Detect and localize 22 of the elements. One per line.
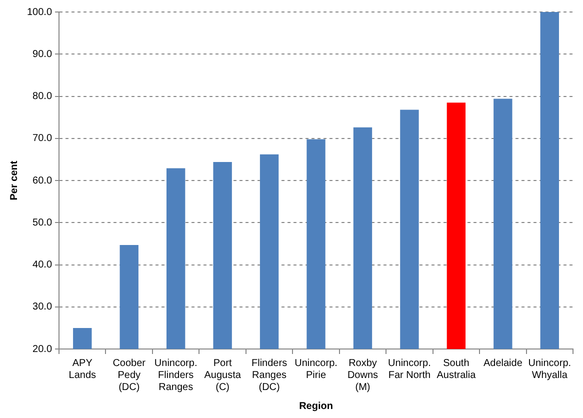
y-tick-label: 60.0 <box>32 175 52 186</box>
y-tick-label: 70.0 <box>32 133 52 144</box>
x-axis-title: Region <box>299 400 333 412</box>
x-tick-label: Unincorp. Whyalla <box>528 358 572 381</box>
x-tick-label: South Australia <box>436 358 476 381</box>
y-tick-label: 20.0 <box>32 344 52 355</box>
x-tick-label: Coober Pedy (DC) <box>112 358 146 393</box>
x-tick-label: Roxby Downs (M) <box>347 358 378 393</box>
x-tick-label: Unincorp. Flinders Ranges <box>154 358 198 393</box>
x-tick-label: Unincorp. Pirie <box>294 358 338 381</box>
y-tick-label: 90.0 <box>32 48 52 60</box>
x-tick-label: Flinders Ranges (DC) <box>252 358 288 393</box>
x-tick-label: Adelaide <box>483 358 523 369</box>
y-tick-label: 40.0 <box>32 260 52 270</box>
y-tick-label: 80.0 <box>32 91 52 102</box>
x-tick-label: APY Lands <box>68 358 96 381</box>
x-tick-label: Unincorp. Far North <box>388 358 431 381</box>
x-tick-label: Port Augusta (C) <box>204 358 242 393</box>
y-tick-label: 50.0 <box>32 217 52 228</box>
y-tick-label: 100.0 <box>26 6 52 18</box>
y-tick-label: 30.0 <box>32 302 52 313</box>
y-axis-title: Per cent <box>8 160 20 200</box>
